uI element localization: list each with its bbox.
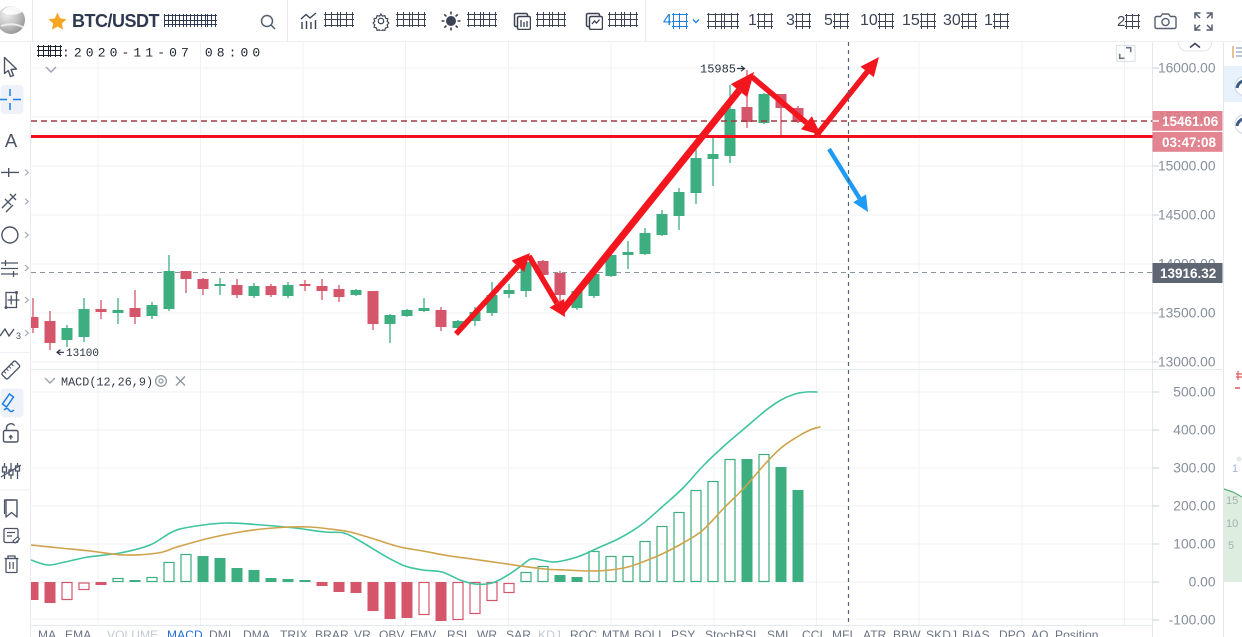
svg-text:5: 5 <box>1228 540 1234 552</box>
svg-text:15461.06: 15461.06 <box>1162 114 1219 129</box>
svg-text:10: 10 <box>1226 518 1238 530</box>
svg-text:14500.00: 14500.00 <box>1158 208 1216 223</box>
svg-text:400.00: 400.00 <box>1173 423 1216 438</box>
svg-text:0.00: 0.00 <box>1189 575 1216 590</box>
svg-text:15000.00: 15000.00 <box>1158 159 1216 174</box>
svg-text:13916.32: 13916.32 <box>1160 266 1216 281</box>
svg-text:03:47:08: 03:47:08 <box>1162 135 1217 150</box>
svg-text:A: A <box>5 130 18 151</box>
svg-text:100.00: 100.00 <box>1173 537 1216 552</box>
svg-text:200.00: 200.00 <box>1173 499 1216 514</box>
svg-text:13000.00: 13000.00 <box>1158 355 1216 370</box>
svg-text:MACD(12,26,9): MACD(12,26,9) <box>61 376 153 390</box>
svg-text:15: 15 <box>1226 495 1238 507</box>
svg-text:15985: 15985 <box>700 63 736 77</box>
svg-text:16000.00: 16000.00 <box>1158 61 1216 76</box>
svg-text:-100.00: -100.00 <box>1169 613 1216 628</box>
svg-text:300.00: 300.00 <box>1173 461 1216 476</box>
svg-text:1: 1 <box>1232 463 1238 475</box>
svg-text:500.00: 500.00 <box>1173 385 1216 400</box>
svg-text:3: 3 <box>16 331 21 341</box>
svg-text:13100: 13100 <box>66 348 99 360</box>
svg-text:13500.00: 13500.00 <box>1158 306 1216 321</box>
